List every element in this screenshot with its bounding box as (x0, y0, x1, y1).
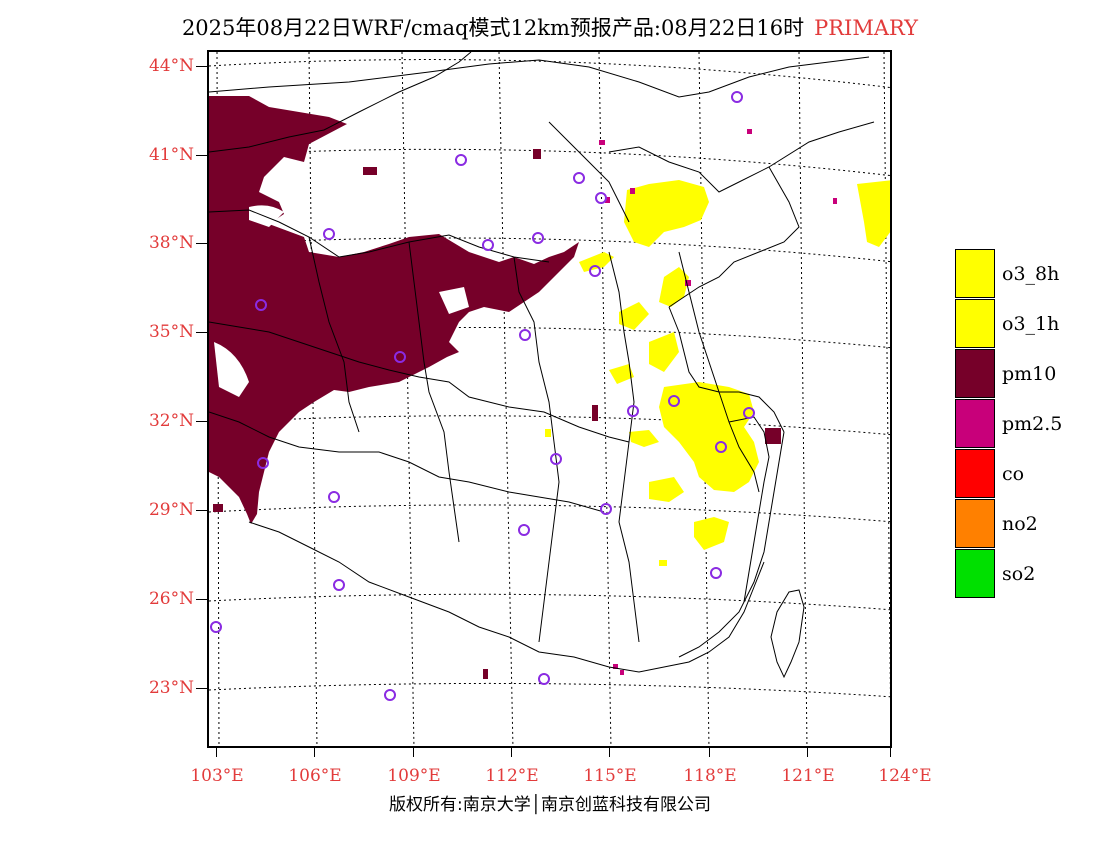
lon-tick (413, 748, 414, 757)
legend: o3_8h o3_1h pm10 pm2.5 co no2 so2 (955, 249, 1095, 599)
lon-label-121: 121°E (781, 766, 835, 786)
legend-item-pm10: pm10 (955, 349, 1095, 399)
o3-region (545, 180, 890, 566)
legend-label: no2 (1002, 513, 1038, 535)
lon-tick (314, 748, 315, 757)
lon-tick (609, 748, 610, 757)
lon-tick (890, 748, 891, 757)
lat-label-41: 41°N (148, 145, 194, 165)
legend-swatch (955, 399, 995, 448)
lat-label-23: 23°N (148, 678, 194, 698)
lon-label-106: 106°E (288, 766, 342, 786)
legend-label: o3_8h (1002, 263, 1060, 285)
lat-tick (196, 421, 207, 422)
copyright-text: 版权所有:南京大学│南京创蓝科技有限公司 (389, 795, 711, 815)
legend-label: pm10 (1002, 363, 1057, 385)
legend-item-co: co (955, 449, 1095, 499)
lat-tick (196, 243, 207, 244)
lat-label-44: 44°N (148, 56, 194, 76)
legend-item-so2: so2 (955, 549, 1095, 599)
legend-item-o3-1h: o3_1h (955, 299, 1095, 349)
lat-tick (196, 510, 207, 511)
legend-item-pm25: pm2.5 (955, 399, 1095, 449)
legend-swatch (955, 299, 995, 348)
lat-tick (196, 66, 207, 67)
legend-label: pm2.5 (1002, 413, 1063, 435)
legend-swatch (955, 349, 995, 398)
title-main: 2025年08月22日WRF/cmaq模式12km预报产品:08月22日16时 (181, 16, 805, 40)
lon-label-103: 103°E (190, 766, 244, 786)
lon-label-115: 115°E (583, 766, 637, 786)
map-canvas (209, 52, 890, 746)
lat-tick (196, 599, 207, 600)
station-markers (210, 91, 755, 701)
lon-tick (709, 748, 710, 757)
lon-tick (216, 748, 217, 757)
lon-tick (511, 748, 512, 757)
legend-swatch (955, 249, 995, 298)
lat-tick (196, 332, 207, 333)
map-title: 2025年08月22日WRF/cmaq模式12km预报产品:08月22日16时 P… (0, 12, 1100, 42)
lon-label-118: 118°E (683, 766, 737, 786)
lat-label-32: 32°N (148, 411, 194, 431)
map-panel (207, 50, 892, 748)
lon-label-112: 112°E (485, 766, 539, 786)
lat-label-35: 35°N (148, 322, 194, 342)
legend-swatch (955, 499, 995, 548)
legend-label: co (1002, 463, 1025, 485)
lat-tick (196, 155, 207, 156)
legend-item-no2: no2 (955, 499, 1095, 549)
lat-label-29: 29°N (148, 500, 194, 520)
pm25-region (599, 129, 837, 675)
lon-label-109: 109°E (387, 766, 441, 786)
pm10-region (209, 96, 781, 679)
title-primary-label: PRIMARY (814, 16, 919, 40)
taiwan-outline (770, 589, 805, 679)
lon-label-124: 124°E (878, 766, 932, 786)
lon-tick (807, 748, 808, 757)
legend-label: so2 (1002, 563, 1036, 585)
legend-item-o3-8h: o3_8h (955, 249, 1095, 299)
lat-tick (196, 688, 207, 689)
legend-label: o3_1h (1002, 313, 1060, 335)
lat-label-38: 38°N (148, 233, 194, 253)
lat-label-26: 26°N (148, 589, 194, 609)
legend-swatch (955, 549, 995, 598)
legend-swatch (955, 449, 995, 498)
